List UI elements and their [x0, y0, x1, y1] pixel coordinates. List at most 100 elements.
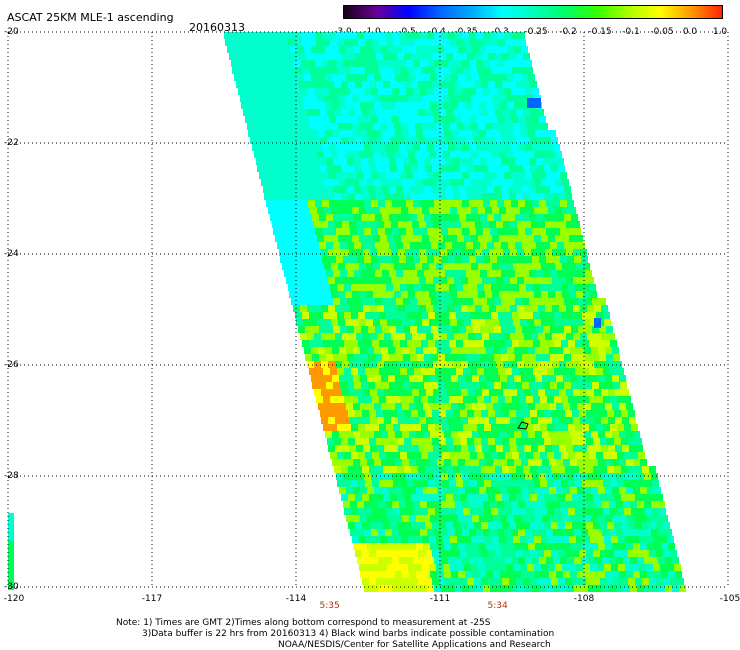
swath-cell — [465, 459, 472, 466]
swath-cell — [626, 403, 633, 410]
swath-cell — [642, 578, 649, 585]
swath-cell — [661, 515, 668, 522]
swath-cell — [526, 284, 533, 291]
swath-cell — [330, 452, 337, 459]
swath-cell — [490, 473, 497, 480]
swath-cell — [434, 60, 441, 67]
swath-cell — [409, 543, 416, 550]
swath-cell — [399, 473, 406, 480]
colorbar-segment — [638, 6, 643, 18]
swath-cell — [444, 403, 451, 410]
swath-cell — [344, 508, 351, 515]
swath-cell — [540, 284, 547, 291]
swath-cell — [506, 564, 513, 571]
swath-cell — [394, 95, 401, 102]
swath-cell — [536, 326, 543, 333]
swath-cell — [335, 361, 342, 368]
swath-cell — [376, 578, 383, 585]
swath-cell — [277, 214, 284, 221]
swath-cell — [346, 459, 353, 466]
swath-cell — [539, 200, 546, 207]
swath-cell — [606, 326, 613, 333]
swath-cell — [533, 424, 540, 431]
longitude-label: -114 — [285, 594, 307, 604]
swath-cell — [305, 270, 312, 277]
swath-cell — [424, 242, 431, 249]
swath-cell — [442, 396, 449, 403]
swath-cell — [591, 571, 598, 578]
swath-cell — [490, 116, 497, 123]
swath-cell — [528, 431, 535, 438]
swath-cell — [422, 123, 429, 130]
swath-cell — [337, 284, 344, 291]
swath-cell — [517, 417, 524, 424]
swath-cell — [395, 102, 402, 109]
edge-swath-cell — [8, 548, 14, 555]
swath-cell — [398, 249, 405, 256]
swath-cell — [490, 144, 497, 151]
swath-cell — [398, 221, 405, 228]
colorbar-segment — [616, 6, 621, 18]
swath-cell — [490, 585, 497, 592]
swath-cell — [388, 347, 395, 354]
swath-cell — [492, 536, 499, 543]
swath-cell — [464, 151, 471, 158]
swath-cell — [592, 382, 599, 389]
colorbar-segment — [451, 6, 456, 18]
swath-cell — [576, 291, 583, 298]
swath-cell — [533, 396, 540, 403]
swath-cell — [465, 375, 472, 382]
swath-cell — [348, 137, 355, 144]
swath-cell — [340, 354, 347, 361]
swath-cell — [423, 431, 430, 438]
colorbar-segment — [416, 6, 421, 18]
swath-cell — [523, 578, 530, 585]
swath-cell — [378, 32, 385, 39]
swath-cell — [536, 382, 543, 389]
swath-cell — [337, 39, 344, 46]
swath-cell — [424, 214, 431, 221]
swath-cell — [556, 403, 563, 410]
swath-cell — [432, 165, 439, 172]
swath-cell — [633, 571, 640, 578]
swath-cell — [560, 200, 567, 207]
swath-cell — [603, 368, 610, 375]
swath-cell — [406, 88, 413, 95]
swath-cell — [335, 445, 342, 452]
swath-cell — [473, 214, 480, 221]
swath-cell — [375, 158, 382, 165]
swath-cell — [373, 291, 380, 298]
swath-cell — [518, 557, 525, 564]
longitude-label: -111 — [429, 594, 451, 604]
swath-cell — [605, 375, 612, 382]
swath-cell — [602, 473, 609, 480]
swath-cell — [507, 431, 514, 438]
swath-cell — [250, 137, 257, 144]
swath-cell — [529, 354, 536, 361]
swath-cell — [372, 396, 379, 403]
swath-cell — [375, 382, 382, 389]
swath-cell — [290, 130, 297, 137]
swath-cell — [309, 340, 316, 347]
swath-cell — [399, 144, 406, 151]
swath-cell — [579, 466, 586, 473]
swath-cell — [464, 263, 471, 270]
swath-cell — [499, 179, 506, 186]
swath-cell — [610, 508, 617, 515]
swath-cell — [508, 270, 515, 277]
swath-cell — [394, 151, 401, 158]
swath-cell — [514, 431, 521, 438]
swath-cell — [442, 480, 449, 487]
swath-cell — [500, 487, 507, 494]
swath-cell — [544, 137, 551, 144]
swath-cell — [522, 354, 529, 361]
swath-cell — [654, 515, 661, 522]
swath-cell — [459, 354, 466, 361]
swath-cell — [313, 109, 320, 116]
swath-cell — [423, 571, 430, 578]
swath-cell — [665, 557, 672, 564]
swath-cell — [495, 193, 502, 200]
swath-cell — [232, 39, 239, 46]
swath-cell — [389, 242, 396, 249]
swath-cell — [301, 116, 308, 123]
